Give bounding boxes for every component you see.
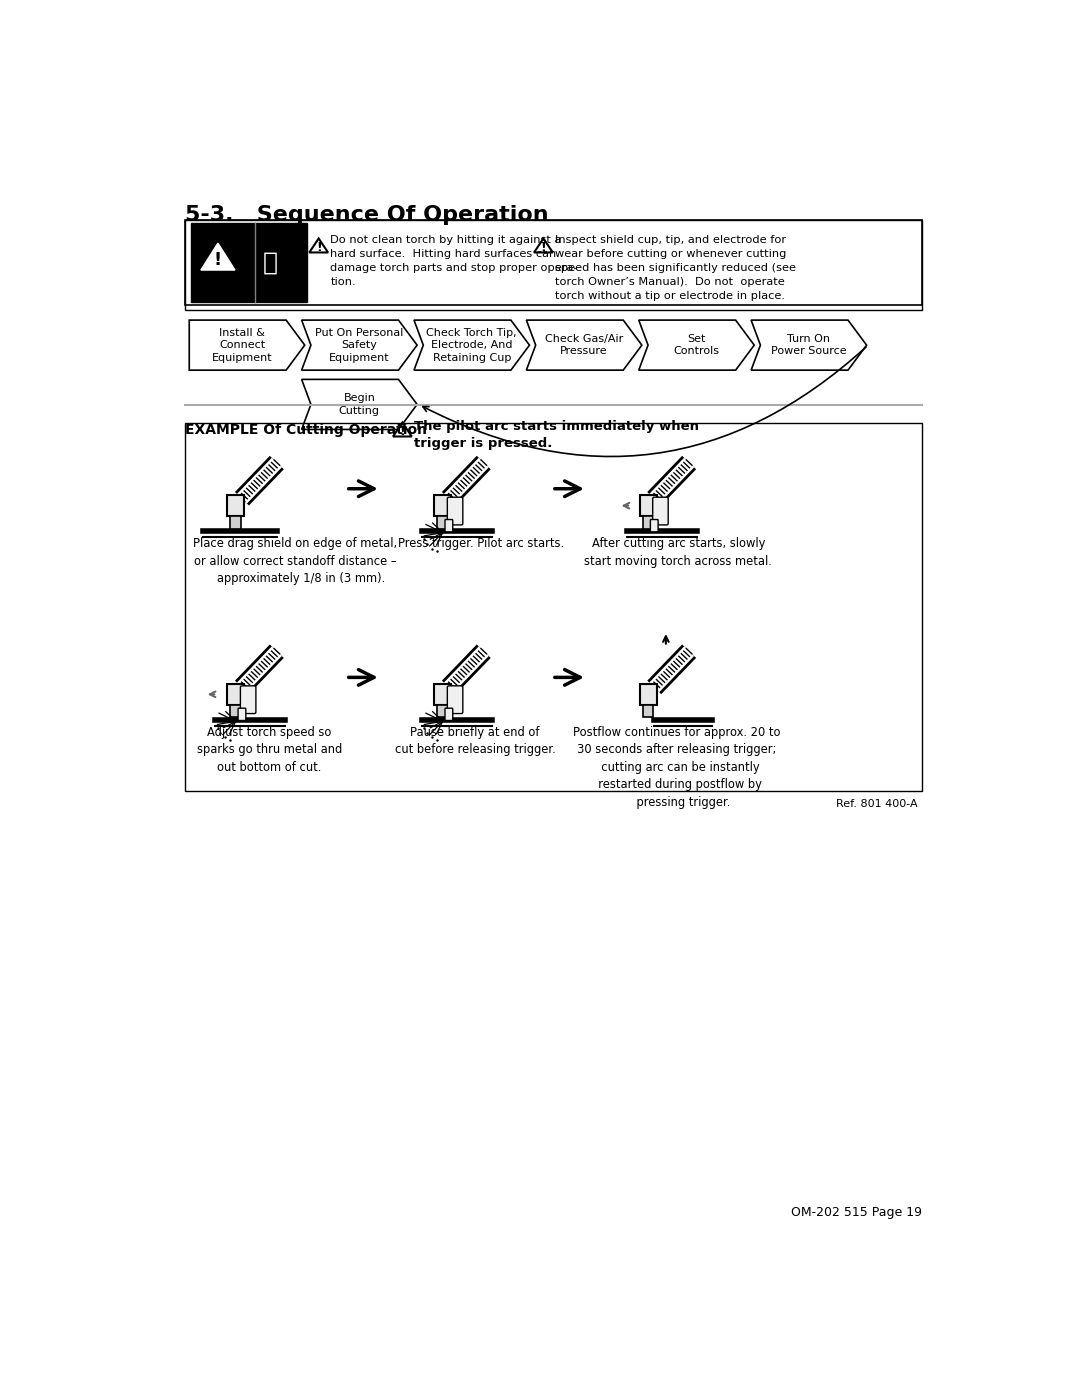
FancyBboxPatch shape bbox=[191, 224, 307, 302]
FancyBboxPatch shape bbox=[241, 686, 256, 714]
Text: Install &
Connect
Equipment: Install & Connect Equipment bbox=[212, 328, 272, 363]
Text: !: ! bbox=[214, 251, 222, 270]
FancyBboxPatch shape bbox=[447, 686, 463, 714]
FancyBboxPatch shape bbox=[227, 683, 244, 705]
FancyBboxPatch shape bbox=[447, 497, 463, 525]
Text: EXAMPLE Of Cutting Operation: EXAMPLE Of Cutting Operation bbox=[186, 423, 428, 437]
Text: Adjust torch speed so
sparks go thru metal and
out bottom of cut.: Adjust torch speed so sparks go thru met… bbox=[197, 726, 342, 774]
Text: Put On Personal
Safety
Equipment: Put On Personal Safety Equipment bbox=[315, 328, 404, 363]
FancyBboxPatch shape bbox=[437, 517, 448, 529]
Text: OM-202 515 Page 19: OM-202 515 Page 19 bbox=[791, 1206, 921, 1218]
FancyBboxPatch shape bbox=[445, 708, 453, 721]
Text: Postflow continues for approx. 20 to
30 seconds after releasing trigger;
  cutti: Postflow continues for approx. 20 to 30 … bbox=[572, 726, 781, 809]
FancyBboxPatch shape bbox=[238, 708, 246, 721]
FancyBboxPatch shape bbox=[643, 705, 653, 718]
FancyBboxPatch shape bbox=[639, 683, 657, 705]
FancyBboxPatch shape bbox=[434, 683, 451, 705]
Text: Ref. 801 400-A: Ref. 801 400-A bbox=[836, 799, 918, 809]
FancyBboxPatch shape bbox=[445, 520, 453, 532]
FancyBboxPatch shape bbox=[230, 517, 241, 529]
FancyBboxPatch shape bbox=[434, 495, 451, 517]
FancyBboxPatch shape bbox=[652, 497, 669, 525]
FancyBboxPatch shape bbox=[643, 517, 653, 529]
FancyBboxPatch shape bbox=[227, 495, 244, 517]
Text: Pause briefly at end of
cut before releasing trigger.: Pause briefly at end of cut before relea… bbox=[394, 726, 555, 756]
FancyBboxPatch shape bbox=[230, 705, 241, 718]
FancyBboxPatch shape bbox=[437, 705, 448, 718]
Text: Do not clean torch by hitting it against a
hard surface.  Hitting hard surfaces : Do not clean torch by hitting it against… bbox=[330, 236, 578, 288]
FancyBboxPatch shape bbox=[186, 219, 921, 305]
Text: Check Gas/Air
Pressure: Check Gas/Air Pressure bbox=[545, 334, 623, 356]
Text: 5-3.   Sequence Of Operation: 5-3. Sequence Of Operation bbox=[186, 204, 549, 225]
Text: The pilot arc starts immediately when
trigger is pressed.: The pilot arc starts immediately when tr… bbox=[414, 420, 699, 450]
Text: Inspect shield cup, tip, and electrode for
wear before cutting or whenever cutti: Inspect shield cup, tip, and electrode f… bbox=[555, 236, 796, 302]
Text: !: ! bbox=[315, 242, 322, 254]
Text: Press trigger. Pilot arc starts.: Press trigger. Pilot arc starts. bbox=[399, 538, 565, 550]
Polygon shape bbox=[201, 243, 235, 270]
FancyBboxPatch shape bbox=[639, 495, 657, 517]
Text: 🔨: 🔨 bbox=[264, 250, 279, 274]
Text: Set
Controls: Set Controls bbox=[674, 334, 719, 356]
Text: Check Torch Tip,
Electrode, And
Retaining Cup: Check Torch Tip, Electrode, And Retainin… bbox=[427, 328, 517, 363]
Text: !: ! bbox=[400, 425, 405, 439]
Text: Begin
Cutting: Begin Cutting bbox=[339, 393, 380, 416]
Text: After cutting arc starts, slowly
start moving torch across metal.: After cutting arc starts, slowly start m… bbox=[584, 538, 772, 567]
Text: !: ! bbox=[541, 242, 546, 254]
Text: Turn On
Power Source: Turn On Power Source bbox=[771, 334, 847, 356]
Text: Place drag shield on edge of metal,
or allow correct standoff distance –
   appr: Place drag shield on edge of metal, or a… bbox=[193, 538, 397, 585]
FancyBboxPatch shape bbox=[650, 520, 658, 532]
